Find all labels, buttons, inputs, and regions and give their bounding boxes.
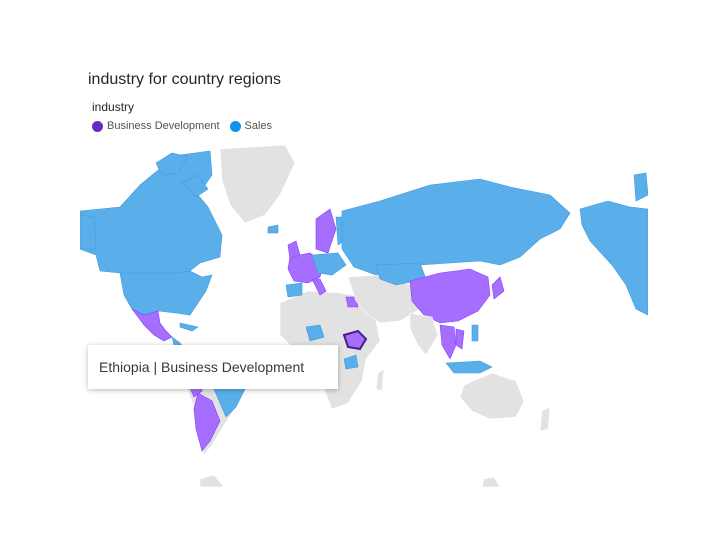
region-indonesia[interactable] bbox=[445, 360, 493, 374]
region-egypt-region[interactable] bbox=[345, 296, 359, 308]
region-scandinavia[interactable] bbox=[315, 208, 337, 254]
region-japan[interactable] bbox=[491, 276, 505, 300]
region-canada-east-wrap[interactable] bbox=[579, 200, 648, 316]
region-vietnam[interactable] bbox=[455, 328, 465, 350]
region-australia[interactable] bbox=[459, 372, 525, 420]
region-canada[interactable] bbox=[80, 150, 223, 274]
region-united-states[interactable] bbox=[119, 270, 213, 316]
legend-item-business-development[interactable]: Business Development bbox=[92, 120, 220, 132]
region-cuba[interactable] bbox=[179, 322, 199, 332]
legend-swatch-sales bbox=[229, 120, 241, 132]
region-nigeria[interactable] bbox=[305, 324, 325, 342]
region-antarctica-east[interactable] bbox=[481, 476, 501, 487]
region-china[interactable] bbox=[409, 268, 491, 324]
region-canada-baffin[interactable] bbox=[181, 174, 209, 198]
map-tooltip: Ethiopia | Business Development bbox=[88, 345, 338, 389]
region-ethiopia[interactable] bbox=[342, 329, 368, 351]
region-alaska[interactable] bbox=[80, 214, 97, 250]
region-argentina-chile[interactable] bbox=[193, 392, 221, 452]
legend-swatch-business-development bbox=[92, 120, 103, 132]
region-central-europe[interactable] bbox=[311, 252, 347, 276]
region-canada-arctic-islands[interactable] bbox=[155, 152, 189, 176]
region-iceland[interactable] bbox=[267, 224, 279, 234]
chart-title: industry for country regions bbox=[88, 71, 281, 88]
legend-title: industry bbox=[92, 100, 135, 114]
region-antarctica[interactable] bbox=[199, 474, 225, 487]
region-greenland-wrap-sales[interactable] bbox=[633, 172, 648, 202]
world-map-svg bbox=[80, 145, 648, 487]
region-mexico[interactable] bbox=[131, 308, 173, 342]
region-spain[interactable] bbox=[285, 282, 303, 298]
region-greenland[interactable] bbox=[219, 145, 296, 224]
legend-label-sales: Sales bbox=[244, 120, 273, 132]
region-india[interactable] bbox=[409, 312, 439, 356]
legend-label-business-development: Business Development bbox=[107, 120, 220, 132]
region-madagascar[interactable] bbox=[375, 368, 385, 392]
region-new-zealand[interactable] bbox=[539, 406, 551, 432]
region-italy[interactable] bbox=[311, 278, 327, 296]
region-kenya[interactable] bbox=[343, 354, 359, 370]
legend-item-sales[interactable]: Sales bbox=[229, 120, 273, 132]
region-philippines[interactable] bbox=[471, 324, 479, 342]
legend: Business Development Sales bbox=[92, 120, 282, 132]
region-russia[interactable] bbox=[341, 178, 571, 276]
region-uk[interactable] bbox=[287, 240, 301, 260]
region-southeast-asia[interactable] bbox=[439, 324, 457, 360]
world-map[interactable] bbox=[80, 145, 648, 487]
